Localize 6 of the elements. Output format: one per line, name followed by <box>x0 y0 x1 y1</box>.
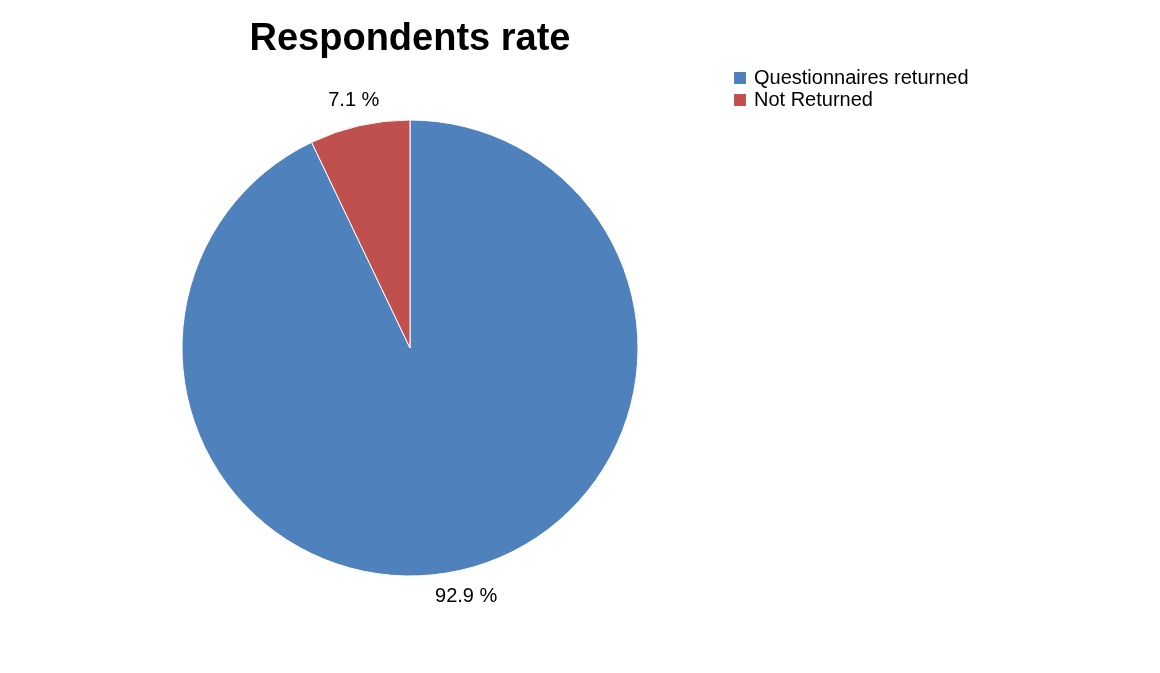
legend-label: Not Returned <box>754 88 873 110</box>
data-label: 92.9 % <box>435 583 498 606</box>
pie-slice <box>181 119 639 577</box>
chart-title: Respondents rate <box>249 16 571 58</box>
legend-label: Questionnaires returned <box>754 66 969 88</box>
data-label: 7.1 % <box>328 88 380 111</box>
